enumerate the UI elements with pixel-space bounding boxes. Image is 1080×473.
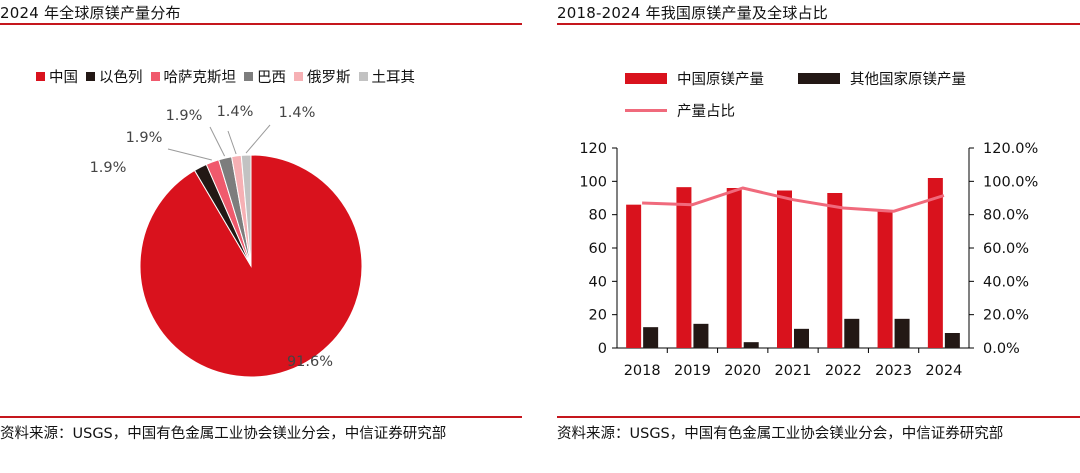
legend-item: 产量占比 [625,100,735,121]
bar-legend-row-2: 产量占比 [625,100,735,121]
legend-swatch [150,72,160,81]
legend-label: 土耳其 [371,70,416,86]
legend-label: 其他国家原镁产量 [850,72,966,88]
left-tick-label: 20 [589,308,607,324]
slice-value-label: 1.9% [166,108,203,124]
left-tick-label: 80 [589,208,607,224]
title-underline [0,23,522,25]
share-line [642,186,945,213]
x-tick-label: 2021 [775,363,812,379]
leader-line [167,148,212,161]
left-tick-label: 100 [579,174,607,190]
legend-label: 哈萨克斯坦 [163,70,237,86]
legend-label: 产量占比 [677,104,735,120]
pie-chart: 91.6%1.9%1.9%1.9% 1.4% 1.4% [90,104,363,378]
legend-item: 中国 [36,66,78,87]
source-divider [0,416,522,418]
bar-china [827,193,843,348]
pie-legend: 中国 以色列 哈萨克斯坦 巴西 俄罗斯 土耳其 [36,66,415,87]
right-tick-label: 80.0% [983,208,1029,224]
slice-value-label: 1.4% [279,105,316,121]
legend-bar-swatch [798,73,840,84]
left-tick-label: 60 [589,241,607,257]
pie-panel: 2024 年全球原镁产量分布 中国 以色列 哈萨克斯坦 巴西 俄罗斯 土耳其 91.6% 1… [0,0,522,473]
title-underline [557,23,1080,25]
leader-line [209,126,226,157]
source-note: 资料来源：USGS，中国有色金属工业协会镁业分会，中信证券研究部 [557,426,1004,442]
legend-swatch [36,72,45,81]
bar-other [894,318,910,348]
x-tick-label: 2018 [624,363,661,379]
right-tick-label: 120.0% [983,141,1038,157]
bar-china [626,204,642,348]
bar-other [643,327,659,348]
bar-china [726,188,742,348]
left-tick-label: 40 [589,274,607,290]
bar-other [794,328,809,348]
leader-line [227,130,237,155]
bar-panel: 2018-2024 年我国原镁产量及全球占比 中国原镁产量 其他国家原镁产量 产量… [557,0,1080,473]
bar-other [944,333,960,348]
x-tick-label: 2020 [724,363,761,379]
bar-china [877,211,893,348]
x-tick-label: 2024 [925,363,962,379]
bar-china [927,178,943,348]
left-tick-label: 120 [579,141,607,157]
legend-label: 俄罗斯 [307,70,351,86]
bar-china [676,187,692,348]
right-tick-label: 40.0% [983,274,1029,290]
x-tick-label: 2022 [825,363,862,379]
leader-line [245,124,271,154]
legend-item: 土耳其 [358,66,416,87]
bar-line-chart: 0 20 40 60 80 100 120 0.0% 20.0% 40.0% 60.0% 80.0% 1… [579,141,1038,379]
right-tick-label: 20.0% [983,308,1029,324]
legend-item: 巴西 [244,66,286,87]
legend-swatch [294,72,303,81]
slice-value-label: 91.6% [287,354,333,370]
slice-value-label: 1.4% [217,104,254,120]
legend-swatch [86,72,95,81]
pie-chart-title: 2024 年全球原镁产量分布 [0,4,181,22]
x-tick-label: 2023 [875,363,912,379]
bar-other [743,342,759,348]
legend-label: 中国原镁产量 [677,72,764,88]
right-tick-label: 60.0% [983,241,1029,257]
bar-legend-row-1: 中国原镁产量 其他国家原镁产量 [625,68,966,89]
slice-value-label: 1.9% [126,130,163,146]
legend-label: 以色列 [99,70,143,86]
source-note: 资料来源：USGS，中国有色金属工业协会镁业分会，中信证券研究部 [0,426,447,442]
pie-slice [240,154,252,267]
x-tick-label: 2019 [674,363,711,379]
right-tick-label: 0.0% [983,341,1020,357]
slice-value-label: 1.9% [90,160,127,176]
bar-chart-title: 2018-2024 年我国原镁产量及全球占比 [557,4,828,22]
legend-bar-swatch [625,73,667,84]
legend-label: 中国 [49,70,78,86]
left-tick-label: 0 [598,341,607,357]
right-tick-label: 100.0% [983,174,1038,190]
legend-item: 其他国家原镁产量 [798,68,966,89]
bar-other [844,318,860,348]
bar-china [777,190,792,348]
bar-other [693,323,709,348]
source-divider [557,416,1080,418]
legend-item: 俄罗斯 [294,66,351,87]
legend-label: 巴西 [257,70,286,86]
legend-item: 哈萨克斯坦 [150,66,237,87]
legend-item: 中国原镁产量 [625,68,764,89]
legend-swatch [244,72,253,81]
legend-item: 以色列 [86,66,143,87]
legend-swatch [358,72,368,81]
legend-line-swatch [625,109,667,112]
